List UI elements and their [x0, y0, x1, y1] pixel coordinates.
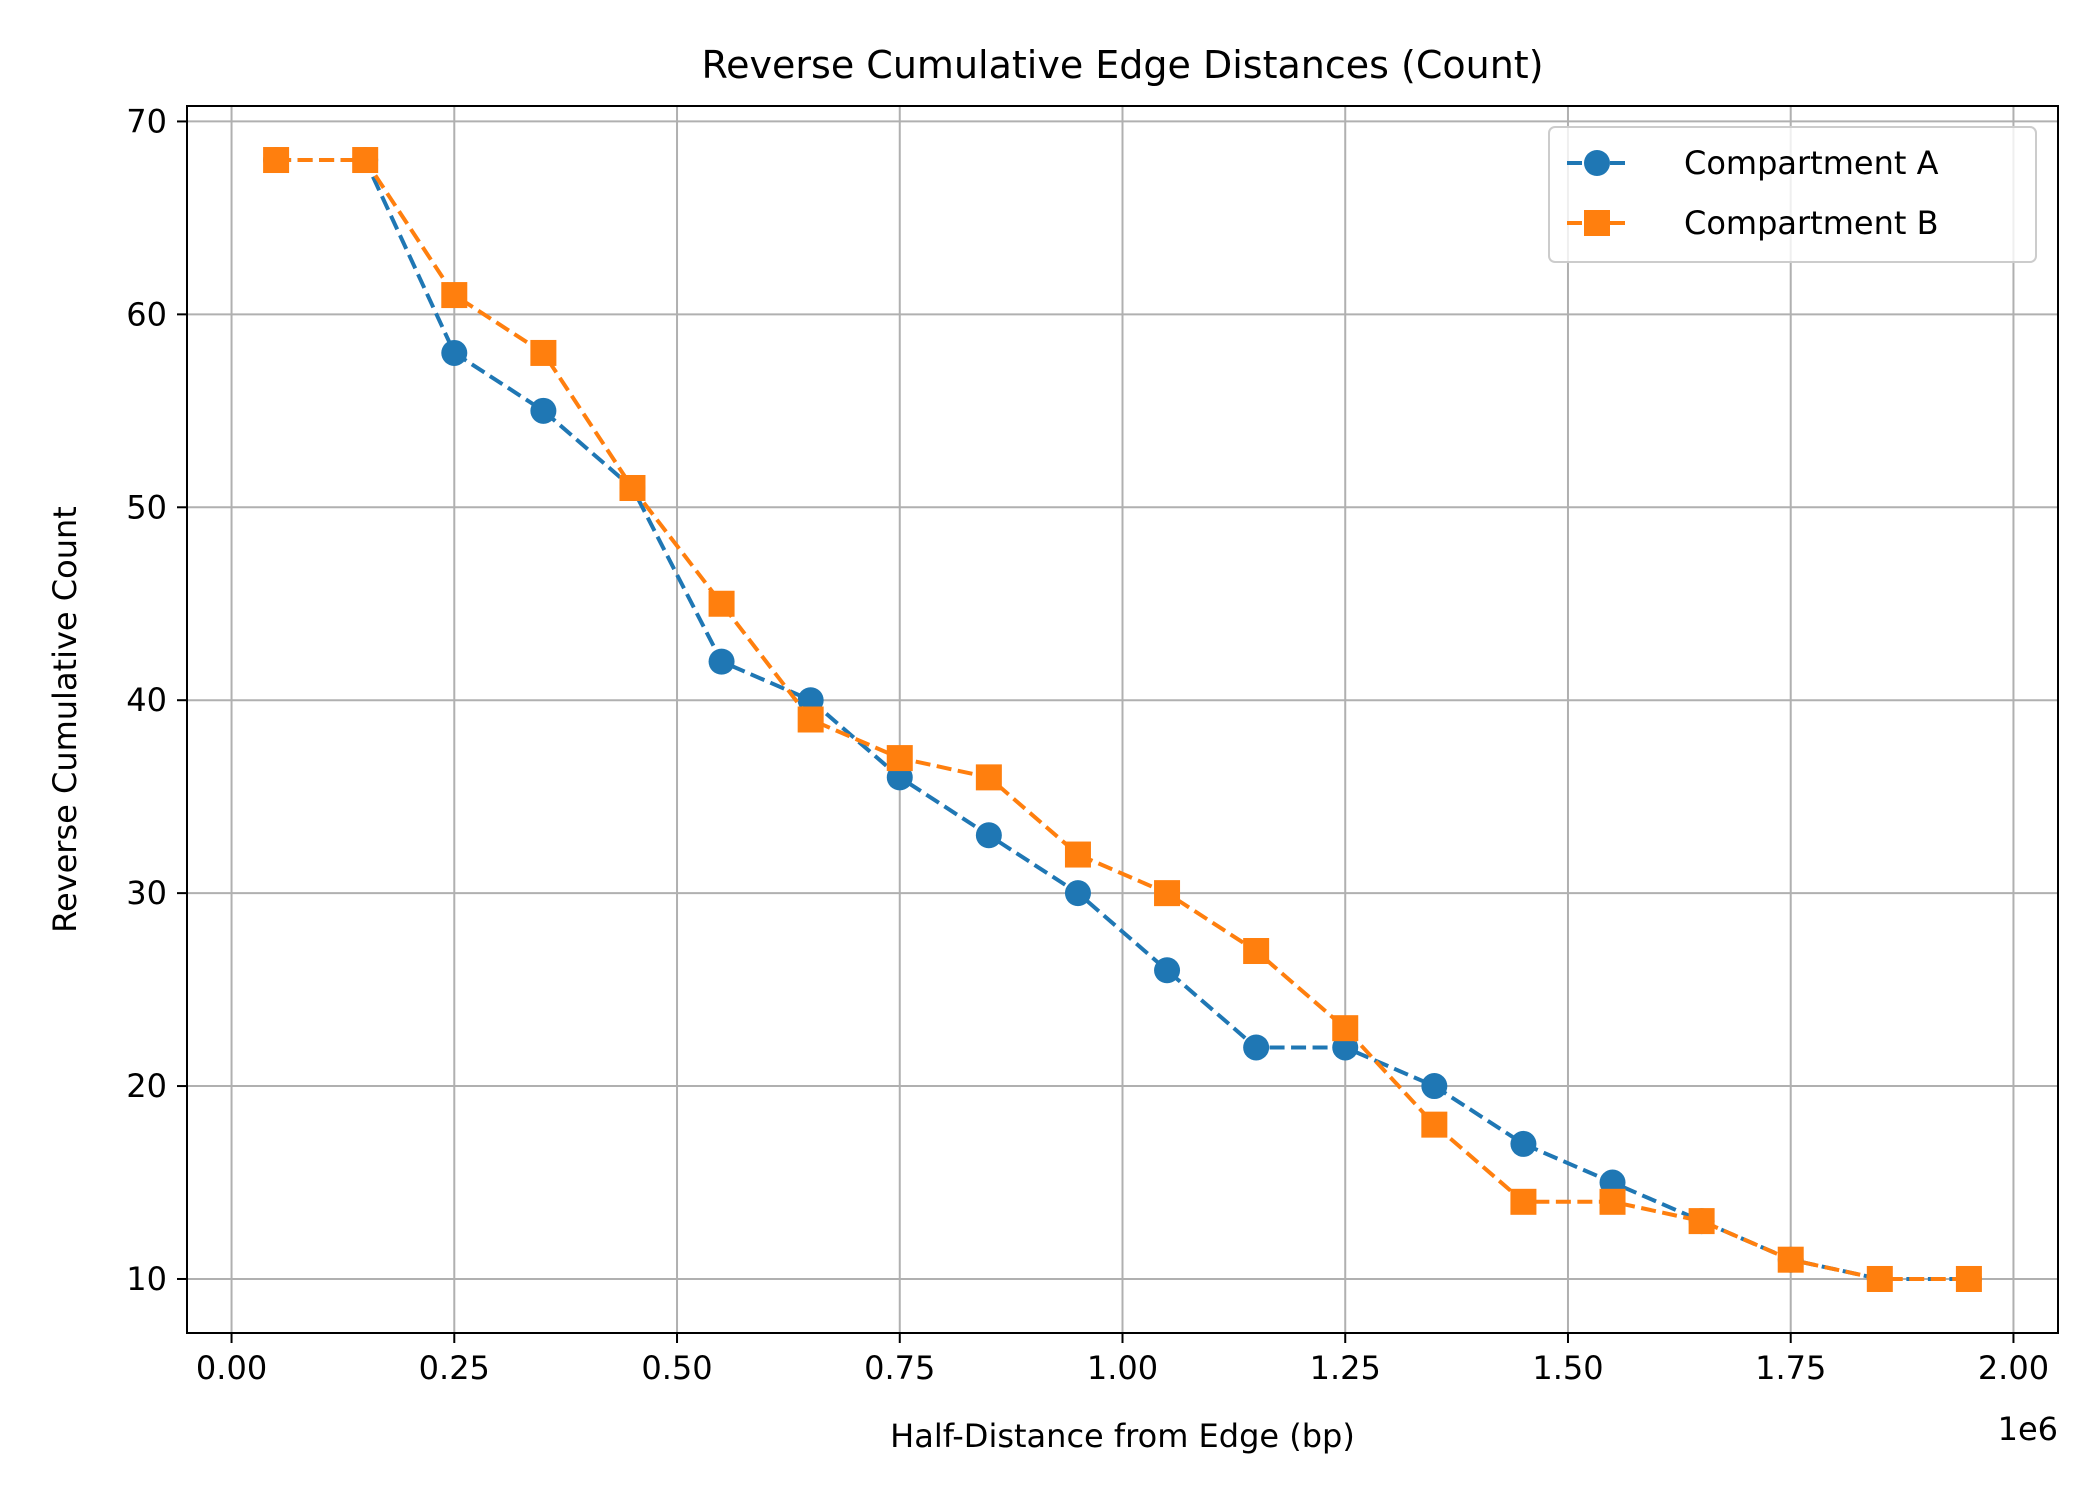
data-point: [1421, 1111, 1448, 1138]
x-tick-label: 0.75: [864, 1349, 935, 1387]
legend-label: Compartment A: [1684, 144, 1939, 182]
data-point: [1599, 1188, 1626, 1215]
y-tick-label: 10: [126, 1260, 167, 1298]
legend: Compartment A Compartment B: [1548, 126, 2037, 263]
y-axis-title: Reverse Cumulative Count: [46, 506, 84, 933]
data-point: [1866, 1265, 1893, 1292]
data-point: [530, 339, 557, 366]
x-tick-label: 0.25: [419, 1349, 490, 1387]
legend-frame: [1548, 126, 2037, 263]
x-tick-label: 0.00: [196, 1349, 267, 1387]
series-line: [276, 158, 1969, 1281]
data-point: [886, 745, 913, 772]
data-point: [1154, 880, 1181, 907]
x-axis-title: Half-Distance from Edge (bp): [890, 1417, 1355, 1455]
legend-entry: Compartment A: [1567, 144, 1939, 182]
data-point: [708, 590, 735, 617]
data-point: [1064, 880, 1091, 907]
data-point: [1510, 1188, 1537, 1215]
data-point: [1243, 1034, 1270, 1061]
legend-label: Compartment B: [1684, 204, 1939, 242]
series-line: [276, 158, 1969, 1281]
data-point: [1332, 1015, 1359, 1042]
legend-swatch-marker: [1584, 210, 1610, 236]
data-point: [352, 147, 379, 174]
x-tick-label: 0.50: [641, 1349, 712, 1387]
data-point: [1154, 957, 1181, 984]
y-tick-label: 40: [126, 681, 167, 719]
x-tick-label: 1.25: [1310, 1349, 1381, 1387]
data-point: [975, 764, 1002, 791]
data-point: [1064, 841, 1091, 868]
data-point: [619, 474, 646, 501]
y-tick-label: 30: [126, 874, 167, 912]
data-point: [1777, 1246, 1804, 1273]
legend-swatch-marker: [1584, 150, 1610, 176]
data-point: [797, 706, 824, 733]
data-point: [1510, 1130, 1537, 1157]
data-point: [1955, 1265, 1982, 1292]
y-tick-label: 20: [126, 1067, 167, 1105]
data-point: [1688, 1208, 1715, 1235]
chart-title: Reverse Cumulative Edge Distances (Count…: [701, 43, 1543, 87]
x-tick-label: 1.00: [1087, 1349, 1158, 1387]
data-point: [441, 282, 468, 309]
data-point: [530, 397, 557, 424]
data-point: [263, 147, 290, 174]
data-point: [441, 339, 468, 366]
data-point: [708, 648, 735, 675]
data-point: [1421, 1073, 1448, 1100]
x-tick-label: 1.50: [1532, 1349, 1603, 1387]
x-tick-label: 1.75: [1755, 1349, 1826, 1387]
y-tick-label: 60: [126, 295, 167, 333]
x-tick-label: 2.00: [1978, 1349, 2049, 1387]
x-axis-offset-label: 1e6: [1998, 1410, 2058, 1448]
y-tick-label: 50: [126, 488, 167, 526]
legend-entry: Compartment B: [1567, 204, 1939, 242]
y-tick-label: 70: [126, 102, 167, 140]
data-point: [975, 822, 1002, 849]
data-point: [1243, 938, 1270, 965]
series-compartment-b: [263, 147, 1982, 1292]
